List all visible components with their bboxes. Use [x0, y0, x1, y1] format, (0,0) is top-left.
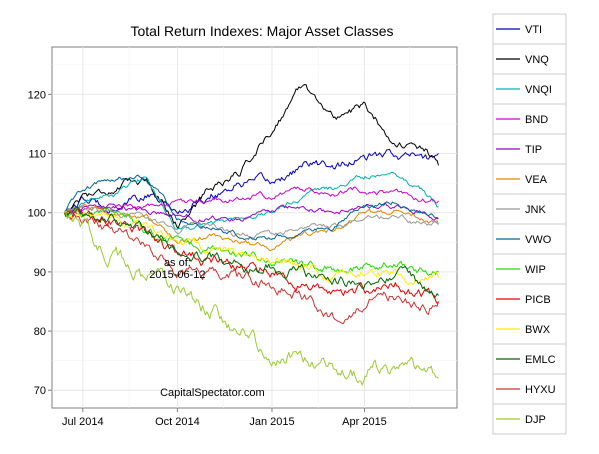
annotation-layer: as of:2015-06-12 CapitalSpectator.com	[149, 257, 264, 399]
series-line-wip	[63, 207, 439, 276]
series-line-hyxu	[63, 210, 439, 324]
annotation-text: 2015-06-12	[149, 269, 205, 281]
series-layer	[63, 84, 439, 386]
legend-label: VWO	[525, 234, 552, 246]
tick-layer: 70 80 90 100 110 120 Jul 2014 Oct 2014 Jan 2015 A…	[28, 89, 387, 428]
x-tick-label: Oct 2014	[155, 416, 200, 428]
series-line-vnqi	[63, 171, 439, 230]
y-tick-label: 100	[28, 208, 46, 220]
series-line-picb	[63, 208, 439, 304]
series-line-tip	[64, 202, 439, 224]
legend: VTI VNQ VNQI BND TIP VEA JNK VWO WIP PICB BWX EMLC H…	[492, 13, 567, 435]
y-tick-label: 90	[34, 267, 46, 279]
x-tick-label: Jul 2014	[62, 416, 104, 428]
annotation-text: as of:	[164, 257, 191, 269]
legend-label: JNK	[525, 204, 546, 216]
y-tick-label: 70	[34, 385, 46, 397]
y-tick-label: 110	[28, 149, 46, 161]
series-line-vti	[63, 148, 439, 216]
y-tick-label: 120	[28, 89, 46, 101]
legend-label: VNQ	[525, 54, 549, 66]
legend-label: BWX	[525, 324, 551, 336]
legend-label: TIP	[525, 144, 542, 156]
series-line-jnk	[63, 205, 439, 239]
x-tick-label: Apr 2015	[342, 416, 387, 428]
legend-label: DJP	[525, 414, 546, 426]
legend-label: WIP	[525, 264, 546, 276]
legend-label: BND	[525, 114, 548, 126]
chart-title: Total Return Indexes: Major Asset Classe…	[130, 23, 393, 39]
legend-label: VTI	[525, 24, 542, 36]
series-line-emlc	[63, 206, 439, 299]
legend-label: EMLC	[525, 354, 556, 366]
legend-label: VEA	[525, 174, 548, 186]
y-tick-label: 80	[34, 326, 46, 338]
plot-panel	[51, 46, 458, 409]
legend-label: VNQI	[525, 84, 552, 96]
series-line-vwo	[63, 174, 439, 241]
x-tick-label: Jan 2015	[249, 416, 294, 428]
legend-label: HYXU	[525, 384, 556, 396]
annotation-text: CapitalSpectator.com	[160, 387, 265, 399]
series-line-bnd	[63, 186, 439, 213]
series-line-djp	[64, 211, 439, 386]
legend-label: PICB	[525, 294, 551, 306]
